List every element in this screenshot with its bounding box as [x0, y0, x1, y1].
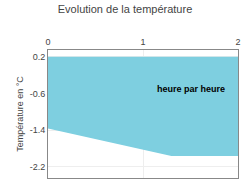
svg-text:-0.6: -0.6 — [30, 89, 46, 99]
svg-text:Température en °C: Température en °C — [15, 76, 25, 152]
svg-text:-1.4: -1.4 — [30, 125, 46, 135]
svg-text:0.2: 0.2 — [33, 52, 46, 62]
svg-text:1: 1 — [140, 37, 145, 47]
svg-text:heure par heure: heure par heure — [157, 84, 225, 94]
svg-text:Evolution de la température: Evolution de la température — [58, 3, 193, 15]
svg-text:-2.2: -2.2 — [30, 162, 46, 172]
svg-text:2: 2 — [235, 37, 240, 47]
svg-text:0: 0 — [45, 37, 50, 47]
